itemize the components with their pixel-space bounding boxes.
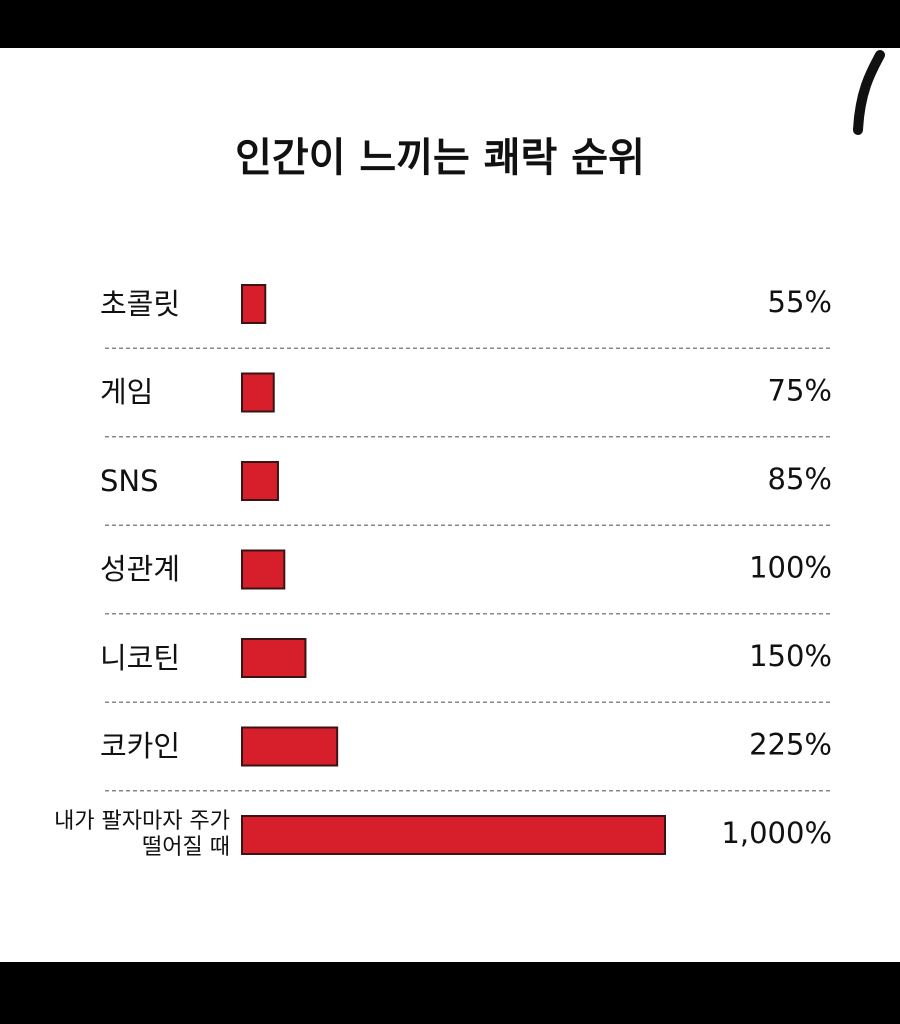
bar: [241, 815, 666, 855]
category-label: 게임: [100, 375, 154, 410]
category-label: 성관계: [100, 552, 181, 587]
bar: [241, 638, 307, 678]
category-label: SNS: [100, 463, 159, 498]
category-label: 내가 팔자마자 주가 떨어질 때: [54, 808, 230, 860]
bar: [241, 372, 275, 413]
bar: [241, 284, 267, 324]
category-label: 니코틴: [100, 640, 181, 675]
value-label: 100%: [749, 551, 832, 585]
bar: [241, 726, 339, 767]
panel: [0, 48, 900, 962]
bar: [241, 549, 286, 590]
value-label: 225%: [749, 728, 832, 762]
scribble: [853, 50, 885, 135]
category-label: 코카인: [100, 729, 181, 764]
value-label: 55%: [768, 285, 832, 319]
value-label: 75%: [768, 374, 832, 408]
value-label: 150%: [749, 639, 832, 673]
value-label: 1,000%: [721, 816, 832, 850]
category-label: 초콜릿: [100, 286, 181, 321]
bar: [241, 461, 279, 501]
chart-title: 인간이 느끼는 쾌락 순위: [235, 135, 645, 181]
value-label: 85%: [768, 462, 832, 496]
